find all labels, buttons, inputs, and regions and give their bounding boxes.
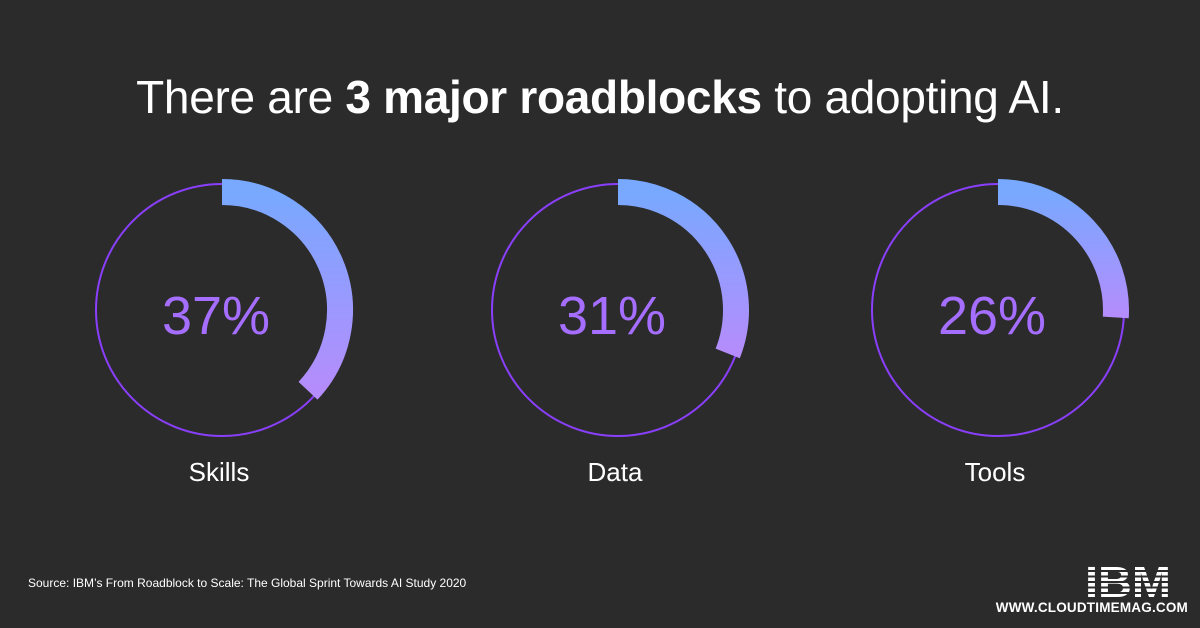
svg-text:IBM: IBM	[1085, 561, 1171, 599]
arc-tools	[997, 179, 1129, 319]
headline: There are 3 major roadblocks to adopting…	[0, 70, 1200, 124]
value-label-data: 31%	[558, 286, 666, 346]
headline-suffix: to adopting AI.	[761, 71, 1064, 123]
arc-data	[617, 179, 749, 359]
category-label-tools: Tools	[965, 457, 1026, 487]
ibm-logo: IBM	[1085, 561, 1171, 599]
value-label-skills: 37%	[162, 286, 270, 346]
arc-skills	[221, 179, 353, 400]
value-label-tools: 26%	[938, 286, 1046, 346]
category-label-skills: Skills	[189, 457, 250, 487]
source-note: Source: IBM’s From Roadblock to Scale: T…	[28, 576, 467, 590]
headline-prefix: There are	[136, 71, 346, 123]
category-label-data: Data	[588, 457, 643, 487]
site-url[interactable]: WWW.CLOUDTIMEMAG.COM	[995, 600, 1188, 615]
headline-emphasis: 3 major roadblocks	[345, 71, 762, 123]
